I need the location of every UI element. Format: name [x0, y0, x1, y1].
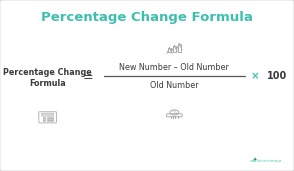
Text: Percentage Change
Formula: Percentage Change Formula	[3, 68, 92, 88]
Bar	[178, 44, 181, 52]
Bar	[47, 118, 49, 120]
Bar	[168, 48, 171, 52]
Text: 100: 100	[267, 71, 287, 81]
Bar	[173, 47, 176, 52]
Text: wallstreetmojo: wallstreetmojo	[250, 159, 283, 163]
Text: Old Number: Old Number	[150, 81, 199, 90]
Text: ✦: ✦	[253, 158, 257, 163]
Bar	[51, 120, 53, 121]
Text: ×: ×	[251, 71, 259, 81]
Bar	[47, 117, 49, 118]
Bar	[43, 118, 45, 120]
Text: New Number – Old Number: New Number – Old Number	[119, 63, 229, 72]
Text: =: =	[83, 71, 93, 84]
Bar	[43, 120, 45, 121]
Text: %: %	[171, 110, 177, 115]
Text: Percentage Change Formula: Percentage Change Formula	[41, 11, 253, 24]
Bar	[51, 118, 53, 120]
Bar	[51, 117, 53, 118]
FancyBboxPatch shape	[42, 113, 54, 116]
Bar	[47, 120, 49, 121]
Bar	[43, 117, 45, 118]
